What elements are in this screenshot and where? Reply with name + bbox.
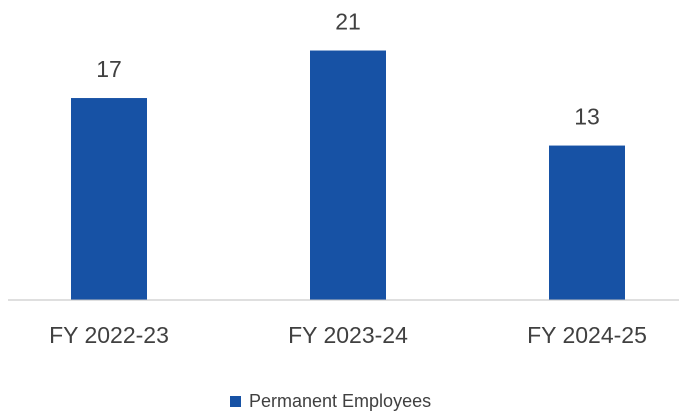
x-tick-label: FY 2022-23 — [49, 322, 169, 348]
legend-label: Permanent Employees — [249, 391, 431, 411]
x-tick-label: FY 2024-25 — [527, 322, 647, 348]
legend-swatch — [230, 396, 241, 407]
bar — [310, 50, 386, 300]
data-label: 21 — [335, 9, 361, 35]
x-tick-label: FY 2023-24 — [288, 322, 408, 348]
data-label: 17 — [96, 56, 122, 82]
bar — [549, 145, 625, 300]
data-label: 13 — [574, 104, 600, 130]
bar — [71, 98, 147, 300]
